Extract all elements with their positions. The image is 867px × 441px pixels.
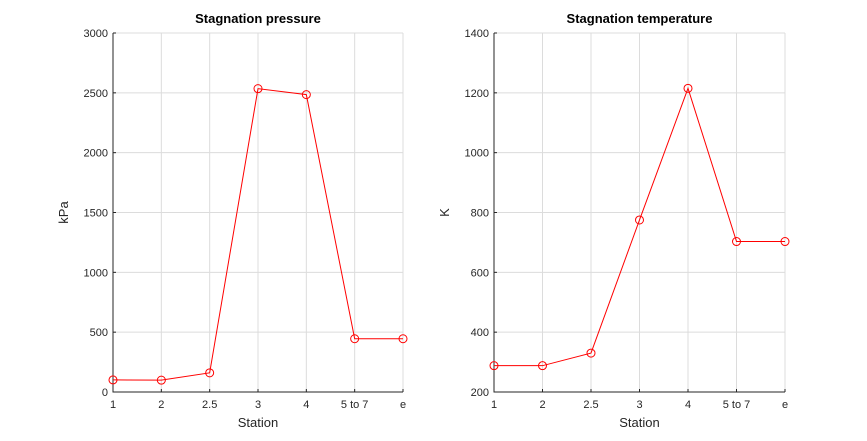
temperature-data-point (538, 361, 547, 371)
pressure-data-point (350, 334, 360, 344)
temperature-xtick-label: 2.5 (583, 399, 598, 411)
pressure-xtick-label: 1 (110, 399, 116, 411)
temperature-chart: Stagnation temperature Station K 1 2 2.5 3 4… (437, 11, 790, 430)
temperature-data-point (586, 348, 596, 358)
pressure-data-point (301, 90, 311, 100)
pressure-ytick-label: 2500 (84, 88, 108, 100)
temperature-xtick-label: 2 (539, 399, 545, 411)
temperature-ytick-label: 1000 (465, 148, 489, 160)
pressure-chart: Stagnation pressure Station kPa 1 2 2.5 3 4 5… (56, 11, 408, 430)
pressure-xtick-label: 5 to 7 (341, 399, 369, 411)
pressure-chart-ylabel: kPa (56, 201, 71, 224)
temperature-data-point (683, 83, 693, 93)
pressure-data-point (398, 334, 408, 344)
pressure-xtick-label: 4 (303, 399, 309, 411)
pressure-ytick-label: 3000 (84, 28, 108, 40)
pressure-xtick-label: 3 (255, 399, 261, 411)
pressure-data-point (205, 368, 215, 378)
pressure-ytick-label: 0 (102, 387, 108, 399)
temperature-ytick-label: 600 (471, 267, 489, 279)
temperature-xtick-label: e (782, 399, 788, 411)
pressure-xtick-label: e (400, 399, 406, 411)
pressure-data-point (108, 375, 118, 385)
temperature-xtick-label: 4 (685, 399, 691, 411)
pressure-series-line (112, 88, 403, 381)
pressure-data-point (253, 84, 263, 94)
pressure-xtick-label: 2.5 (202, 399, 217, 411)
temperature-data-point (489, 361, 499, 371)
temperature-xtick-label: 5 to 7 (723, 399, 751, 411)
temperature-ytick-label: 1200 (465, 88, 489, 100)
pressure-ytick-label: 500 (90, 327, 108, 339)
temperature-data-point (780, 237, 790, 247)
temperature-chart-xlabel: Station (619, 415, 659, 430)
temperature-ytick-label: 200 (471, 387, 489, 399)
temperature-xtick-label: 1 (491, 399, 497, 411)
temperature-series-line (494, 86, 785, 367)
pressure-ytick-label: 2000 (84, 148, 108, 160)
pressure-ytick-label: 1000 (84, 267, 108, 279)
pressure-ytick-label: 1500 (84, 208, 108, 220)
temperature-data-point (635, 215, 644, 225)
temperature-chart-title: Stagnation temperature (567, 11, 713, 26)
pressure-chart-xlabel: Station (238, 415, 278, 430)
temperature-ytick-label: 400 (471, 327, 489, 339)
temperature-xtick-label: 3 (636, 399, 642, 411)
pressure-xtick-label: 2 (158, 399, 164, 411)
pressure-chart-title: Stagnation pressure (195, 11, 321, 26)
pressure-data-point (156, 375, 166, 385)
temperature-chart-ylabel: K (437, 208, 452, 217)
temperature-data-point (732, 237, 741, 247)
temperature-ytick-label: 800 (471, 208, 489, 220)
temperature-ytick-label: 1400 (465, 28, 489, 40)
